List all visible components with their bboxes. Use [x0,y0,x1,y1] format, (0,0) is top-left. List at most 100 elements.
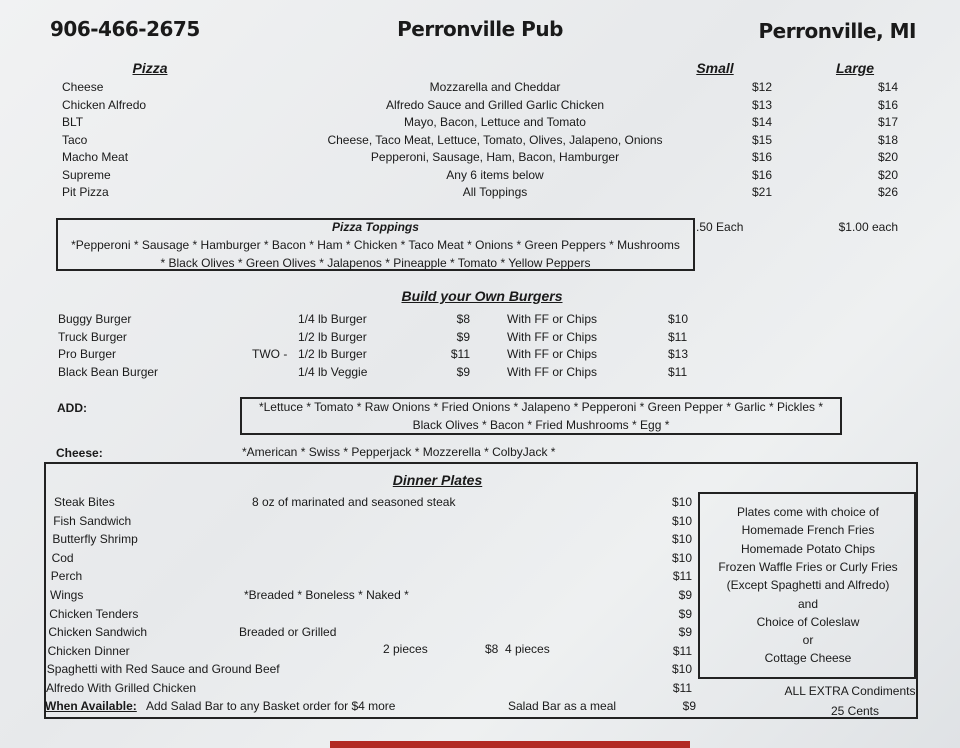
burger-price: $11 [450,347,470,362]
burger-combo: With FF or Chips [507,365,598,380]
dinner-item-name: Cod [51,550,74,565]
add-box [240,397,842,435]
dinner-item-price: $10 [671,495,692,509]
chicken-dinner-two: 2 pieces [383,642,428,656]
sides-line: Cottage Cheese [764,651,852,666]
toppings-line-1: *Pepperoni * Sausage * Hamburger * Bacon… [71,238,680,252]
pizza-name: Supreme [62,167,111,182]
pizza-small-price: $14 [751,115,772,129]
pizza-description: Cheese, Taco Meat, Lettuce, Tomato, Oliv… [327,132,663,147]
dinner-item-note: Breaded or Grilled [239,625,337,640]
pizza-name: Chicken Alfredo [62,97,147,112]
toppings-box [56,218,695,271]
dinner-item-name: Wings [50,588,84,602]
sides-line: Plates come with choice of [736,505,880,519]
toppings-small-price: .50 Each [696,220,744,234]
pizza-description: All Toppings [462,185,528,199]
burger-size: 1/2 lb Burger [298,329,367,344]
cheese-list: *American * Swiss * Pepperjack * Mozzere… [242,445,556,459]
burger-combo: With FF or Chips [507,329,598,344]
dinner-item-name: Perch [50,569,83,584]
dinner-heading: Dinner Plates [392,472,483,488]
pizza-description: Mayo, Bacon, Lettuce and Tomato [404,115,586,129]
salad-bar: Salad Bar as a meal [508,699,617,713]
dinner-item-note: 8 oz of marinated and seasoned steak [252,495,456,509]
burger-size: 1/4 lb Burger [298,312,367,326]
burger-price: $9 [456,365,470,380]
dinner-box [44,462,918,719]
sides-line: or [802,633,814,648]
burger-name: Black Bean Burger [58,365,159,380]
pizza-small-price: $16 [751,167,772,182]
dinner-item-name: Steak Bites [54,495,115,509]
burger-combo-price: $13 [668,347,689,362]
dinner-item-price: $11 [672,643,692,658]
pizza-large-price: $14 [877,80,898,94]
burger-price: $8 [456,312,470,326]
dinner-item-price: $10 [671,513,692,528]
small-heading: Small [696,60,734,76]
burger-name: Truck Burger [58,329,127,344]
burger-size: 1/4 lb Veggie [298,365,368,380]
dinner-item-price: $10 [671,550,692,565]
pizza-description: Any 6 items below [446,167,544,182]
sides-line: (Except Spaghetti and Alfredo) [726,578,890,593]
pizza-small-price: $12 [751,80,772,94]
pizza-large-price: $18 [877,132,898,147]
phone-number: 906-466-2675 [50,17,200,41]
dinner-item-name: Butterfly Shrimp [52,532,138,547]
dinner-item-price: $10 [671,532,692,547]
dinner-item-name: Chicken Dinner [47,643,130,658]
when-available-text: Add Salad Bar to any Basket order for $4… [146,699,396,713]
toppings-large-price: $1.00 each [838,220,898,234]
pizza-name: Cheese [62,80,104,94]
pizza-name: Macho Meat [62,150,129,164]
pizza-large-price: $17 [877,115,898,129]
condiments-line-2: 25 Cents [830,704,880,718]
table-edge [330,741,690,748]
add-line-1: *Lettuce * Tomato * Raw Onions * Fried O… [258,400,824,414]
page-title: Perronville Pub [397,17,563,41]
salad-bar-price: $9 [682,699,696,713]
pizza-name: BLT [62,115,84,129]
pizza-small-price: $21 [751,185,772,199]
burger-prefix: TWO - [252,347,288,362]
dinner-item-name: Alfredo With Grilled Chicken [46,681,197,695]
dinner-item-price: $9 [678,606,692,621]
dinner-item-name: Fish Sandwich [53,513,132,528]
burger-combo: With FF or Chips [507,312,598,326]
burgers-heading: Build your Own Burgers [401,288,563,304]
pizza-description: Alfredo Sauce and Grilled Garlic Chicken [385,97,605,112]
cheese-label: Cheese: [56,446,103,460]
burger-combo-price: $11 [668,365,688,380]
dinner-item-price: $10 [671,662,692,677]
burger-combo-price: $11 [668,329,688,344]
burger-name: Buggy Burger [58,312,132,326]
sides-line: Homemade Potato Chips [740,541,876,556]
dinner-item-price: $11 [672,569,692,584]
location: Perronville, MI [758,19,917,43]
pizza-large-price: $16 [877,97,898,112]
toppings-heading: Pizza Toppings [332,220,419,234]
burger-price: $9 [456,329,470,344]
dinner-item-name: Chicken Sandwich [48,625,148,640]
add-label: ADD: [57,401,87,415]
pizza-name: Pit Pizza [62,185,109,199]
dinner-item-name: Chicken Tenders [49,606,139,621]
chicken-dinner-two-price: $8 [485,642,499,656]
toppings-line-2: * Black Olives * Green Olives * Jalapeno… [160,256,591,270]
pizza-small-price: $16 [751,150,772,164]
sides-box [698,492,916,679]
dinner-item-name: Spaghetti with Red Sauce and Ground Beef [46,662,280,677]
burger-size: 1/2 lb Burger [298,347,367,362]
sides-line: and [797,596,819,611]
pizza-large-price: $20 [877,167,898,182]
burger-name: Pro Burger [58,347,117,362]
chicken-dinner-four: 4 pieces [505,642,550,656]
condiments-line-1: ALL EXTRA Condiments [784,684,916,698]
dinner-item-price: $11 [672,681,692,695]
sides-line: Frozen Waffle Fries or Curly Fries [718,559,898,574]
pizza-large-price: $20 [877,150,898,164]
pizza-name: Taco [62,132,88,147]
pizza-large-price: $26 [877,185,898,199]
